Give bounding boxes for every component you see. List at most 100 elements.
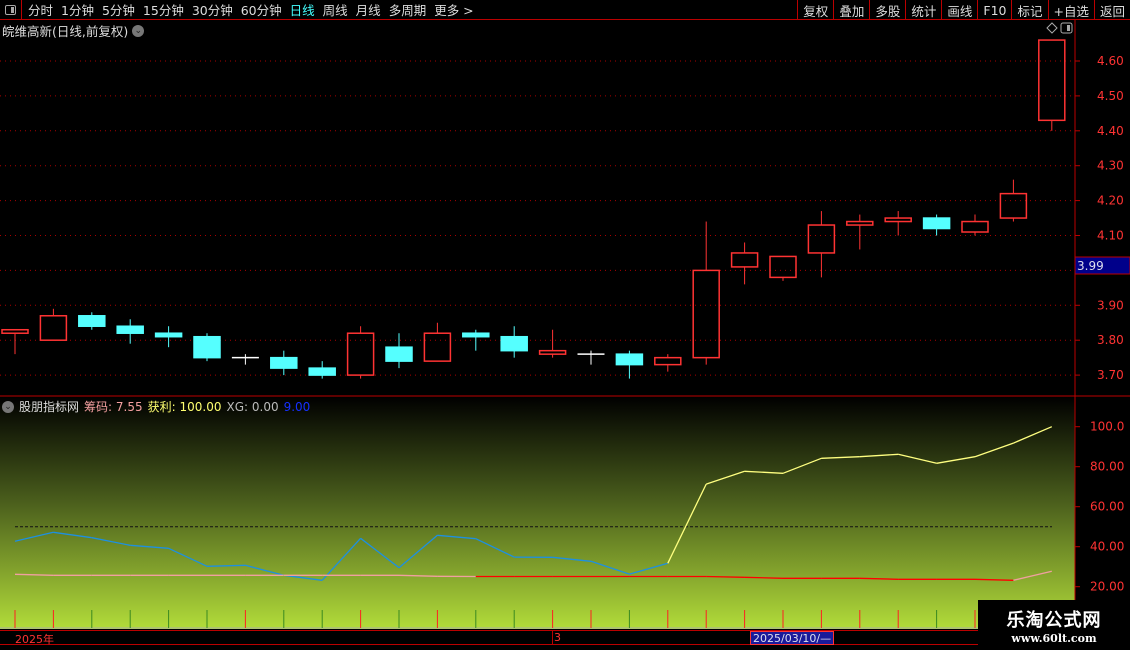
tab-period-10[interactable]: 更多 > <box>434 3 474 18</box>
candle <box>346 326 375 379</box>
indicator-tick-label: 20.00 <box>1090 580 1124 594</box>
candle <box>270 350 298 376</box>
candle-body <box>270 356 298 369</box>
xg-value: 0.00 <box>251 399 279 414</box>
profit-line-segment <box>705 470 745 485</box>
price-grid <box>0 60 1075 376</box>
toolbar-buttons: 复权 叠加 多股 统计 画线 F10 标记 +自选 返回 <box>797 0 1130 20</box>
tab-period-6[interactable]: 日线 <box>289 3 315 18</box>
watermark-title: 乐淘公式网 <box>1006 610 1102 631</box>
indicator-ticks <box>14 610 1053 628</box>
price-tick-label: 4.20 <box>1097 194 1124 208</box>
candle <box>385 333 413 369</box>
indicator-tick-label: 80.00 <box>1090 460 1124 474</box>
profit-label: 获利: <box>147 400 176 414</box>
chip-line-segment <box>974 578 1014 581</box>
candle <box>500 326 528 358</box>
tab-period-5[interactable]: 60分钟 <box>240 3 282 18</box>
toolbar-button-4[interactable]: 画线 <box>941 0 977 20</box>
candle-body <box>423 332 452 362</box>
tab-period-7[interactable]: 周线 <box>322 3 348 18</box>
candle <box>154 326 183 348</box>
candle-body <box>538 349 567 355</box>
candle-body <box>193 335 221 359</box>
panel-toggle-button[interactable] <box>0 0 22 20</box>
chip-value: 7.55 <box>115 400 143 414</box>
candle <box>807 211 836 278</box>
candle <box>1 328 29 355</box>
toolbar-button-5[interactable]: F10 <box>977 0 1011 20</box>
profit-line-segment <box>283 574 323 581</box>
xg-label: XG: <box>226 399 249 414</box>
tab-period-0[interactable]: 分时 <box>28 3 54 18</box>
toolbar-button-1[interactable]: 叠加 <box>833 0 869 20</box>
candle-body <box>769 255 797 279</box>
profit-line-segment <box>475 538 515 558</box>
tab-period-1[interactable]: 1分钟 <box>61 3 94 18</box>
indicator-name: 股朋指标网 <box>19 400 80 414</box>
price-tick-label: 3.90 <box>1097 298 1124 312</box>
toolbar-button-8[interactable]: 返回 <box>1093 0 1130 20</box>
chevron-down-icon[interactable]: ⌄ <box>2 400 14 413</box>
candle-body <box>308 367 336 376</box>
candle-body <box>961 220 989 233</box>
panel-toggle-icon[interactable] <box>1060 22 1073 34</box>
candle <box>730 242 759 285</box>
profit-line-segment <box>744 470 784 474</box>
toolbar-button-3[interactable]: 统计 <box>905 0 941 20</box>
candle <box>615 350 644 379</box>
candlestick-series <box>1 39 1066 379</box>
period-tabs: 分时 1分钟 5分钟 15分钟 30分钟 60分钟 日线 周线 月线 多周期 更多 > <box>22 0 478 19</box>
stock-title: 皖维高新(日线,前复权) <box>2 24 129 39</box>
time-axis: 2025年 3 2025/03/10/— <box>0 630 978 646</box>
extra-value: 9.00 <box>283 399 311 414</box>
toolbar-button-0[interactable]: 复权 <box>797 0 833 20</box>
top-toolbar: 分时 1分钟 5分钟 15分钟 30分钟 60分钟 日线 周线 月线 多周期 更多 > 复权 叠加 多股… <box>0 0 1130 20</box>
chip-line-segment <box>1013 570 1052 581</box>
time-label-year: 2025年 <box>15 633 54 646</box>
profit-line-segment <box>1013 426 1053 444</box>
candle <box>654 354 682 372</box>
chip-line-segment <box>859 577 899 580</box>
price-tick-label: 4.30 <box>1097 159 1124 173</box>
profit-line-segment <box>782 457 822 474</box>
candle-body <box>615 353 644 366</box>
profit-line-segment <box>130 544 169 549</box>
profit-line-segment <box>437 534 476 540</box>
chevron-down-icon[interactable]: ⌄ <box>132 24 145 37</box>
candle-body <box>1 328 29 334</box>
watermark-url: www.60lt.com <box>1011 632 1097 645</box>
candle-body <box>692 269 720 359</box>
tab-period-4[interactable]: 30分钟 <box>191 3 233 18</box>
toolbar-button-6[interactable]: 标记 <box>1011 0 1047 20</box>
diamond-icon[interactable] <box>1046 22 1058 34</box>
toolbar-button-2[interactable]: 多股 <box>869 0 905 20</box>
watermark-logo: 乐淘公式网 www.60lt.com <box>978 600 1130 650</box>
chip-line-segment <box>14 573 54 576</box>
profit-line-segment <box>245 564 284 576</box>
profit-line-segment <box>206 564 246 567</box>
candle-body <box>654 356 682 366</box>
candle-body <box>846 220 874 226</box>
tab-period-9[interactable]: 多周期 <box>388 3 427 18</box>
tab-period-3[interactable]: 15分钟 <box>142 3 184 18</box>
toolbar-button-7[interactable]: +自选 <box>1047 0 1094 20</box>
cursor-date: 2025/03/10/— <box>750 631 835 645</box>
candle <box>538 329 567 358</box>
indicator-tick-label: 60.00 <box>1090 500 1124 514</box>
price-tick-label: 4.50 <box>1097 89 1124 103</box>
profit-line-segment <box>859 453 899 458</box>
tab-period-2[interactable]: 5分钟 <box>101 3 135 18</box>
panel-icon <box>5 4 16 15</box>
candle-body <box>78 315 106 327</box>
current-price-marker <box>1074 256 1130 275</box>
profit-line-segment <box>398 534 438 569</box>
candle-body <box>346 332 375 376</box>
candle-body <box>500 335 528 352</box>
indicator-axis: 100.0 80.00 60.00 40.00 20.00 <box>1075 420 1124 594</box>
chart-title: 皖维高新(日线,前复权) ⌄ <box>2 21 145 40</box>
tab-period-8[interactable]: 月线 <box>355 3 381 18</box>
indicator-tick-label: 40.00 <box>1090 540 1124 554</box>
profit-line-segment <box>552 556 592 562</box>
chip-line-segment <box>706 575 745 578</box>
